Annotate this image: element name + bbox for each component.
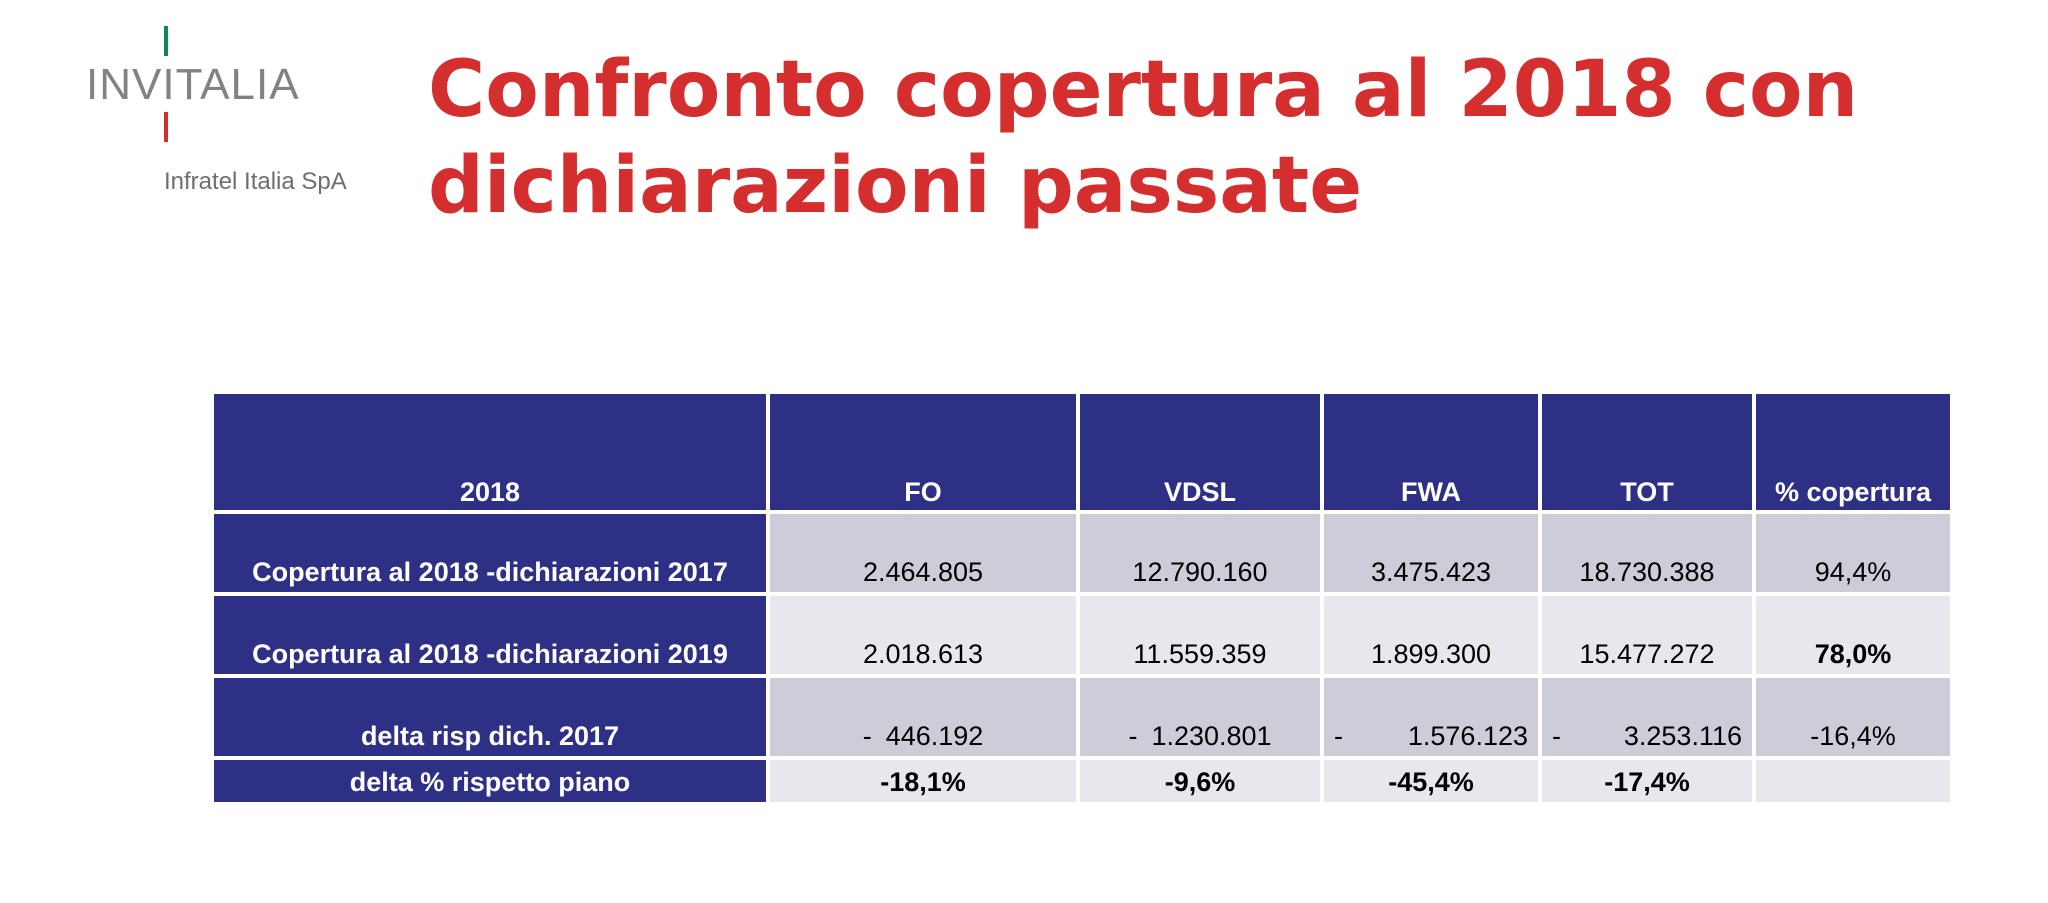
header-fwa: FWA	[1324, 394, 1538, 510]
cell-fo: -18,1%	[770, 760, 1076, 802]
cell-vdsl: 11.559.359	[1080, 596, 1320, 674]
title-line-2: dichiarazioni passate	[428, 141, 1363, 231]
row-label: delta % rispetto piano	[214, 760, 766, 802]
row-label: Copertura al 2018 -dichiarazioni 2017	[214, 514, 766, 592]
cell-fo: 2.464.805	[770, 514, 1076, 592]
cell-fwa: 1.899.300	[1324, 596, 1538, 674]
table-row: Copertura al 2018 -dichiarazioni 2019 2.…	[214, 596, 1950, 674]
cell-fwa: - 1.576.123	[1324, 678, 1538, 756]
cell-value: 3.253.116	[1623, 721, 1742, 751]
header-vdsl: VDSL	[1080, 394, 1320, 510]
minus-sign: -	[862, 721, 872, 751]
table-row: delta risp dich. 2017 - 446.192 - 1.230.…	[214, 678, 1950, 756]
table-row: Copertura al 2018 -dichiarazioni 2017 2.…	[214, 514, 1950, 592]
cell-vdsl: -9,6%	[1080, 760, 1320, 802]
minus-sign: -	[1334, 721, 1343, 751]
minus-sign: -	[1128, 721, 1138, 751]
cell-vdsl: - 1.230.801	[1080, 678, 1320, 756]
minus-sign: -	[1552, 721, 1561, 751]
cell-pct: -16,4%	[1756, 678, 1950, 756]
title-line-1: Confronto copertura al 2018 con	[428, 45, 1859, 135]
cell-value: 1.576.123	[1407, 721, 1528, 751]
coverage-table: 2018 FO VDSL FWA TOT % copertura Copertu…	[210, 390, 1954, 806]
header-fo: FO	[770, 394, 1076, 510]
row-label: Copertura al 2018 -dichiarazioni 2019	[214, 596, 766, 674]
cell-fo: - 446.192	[770, 678, 1076, 756]
cell-tot: -17,4%	[1542, 760, 1752, 802]
cell-fwa: 3.475.423	[1324, 514, 1538, 592]
cell-pct: 78,0%	[1756, 596, 1950, 674]
table-header-row: 2018 FO VDSL FWA TOT % copertura	[214, 394, 1950, 510]
logo-red-bar	[164, 112, 168, 142]
cell-tot: - 3.253.116	[1542, 678, 1752, 756]
table-row: delta % rispetto piano -18,1% -9,6% -45,…	[214, 760, 1950, 802]
cell-tot: 18.730.388	[1542, 514, 1752, 592]
header-tot: TOT	[1542, 394, 1752, 510]
logo-subtitle: Infratel Italia SpA	[164, 168, 347, 195]
cell-value: 1.230.801	[1151, 721, 1272, 751]
cell-vdsl: 12.790.160	[1080, 514, 1320, 592]
invitalia-logo: INVITALIA Infratel Italia SpA	[0, 0, 400, 230]
cell-fwa: -45,4%	[1324, 760, 1538, 802]
header-year: 2018	[214, 394, 766, 510]
cell-fo: 2.018.613	[770, 596, 1076, 674]
logo-green-bar	[164, 26, 168, 56]
cell-value: 446.192	[885, 721, 984, 751]
cell-tot: 15.477.272	[1542, 596, 1752, 674]
header-pct-coverage: % copertura	[1756, 394, 1950, 510]
row-label: delta risp dich. 2017	[214, 678, 766, 756]
cell-pct	[1756, 760, 1950, 802]
cell-pct: 94,4%	[1756, 514, 1950, 592]
logo-name: INVITALIA	[86, 60, 300, 109]
page-title: Confronto copertura al 2018 con dichiara…	[428, 42, 1988, 234]
